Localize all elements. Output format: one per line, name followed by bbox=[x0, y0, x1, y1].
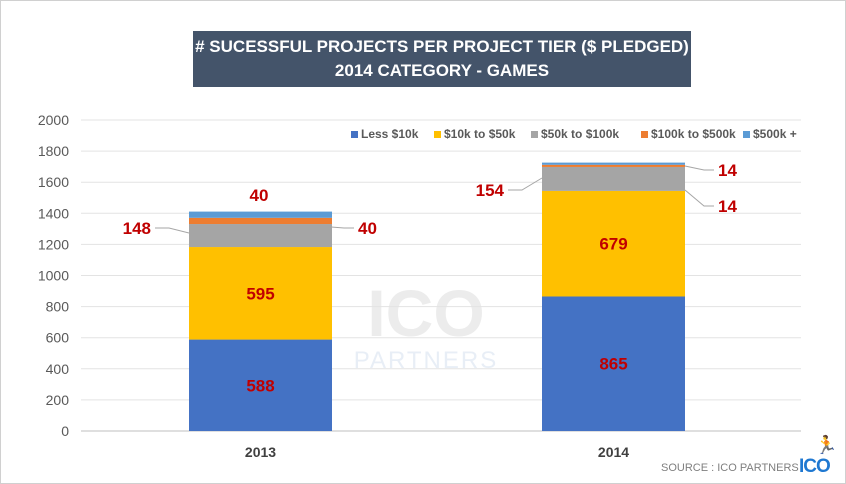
y-tick-label: 1800 bbox=[38, 143, 69, 159]
bar-segment bbox=[542, 296, 685, 431]
x-tick-label: 2014 bbox=[598, 444, 629, 460]
bar-segment bbox=[189, 247, 332, 340]
legend-swatch bbox=[434, 131, 441, 138]
watermark-ico: ICO bbox=[367, 276, 484, 350]
legend-label: $500k + bbox=[753, 127, 797, 141]
legend-swatch bbox=[641, 131, 648, 138]
legend-label: $100k to $500k bbox=[651, 127, 736, 141]
title-line-1: # SUCESSFUL PROJECTS PER PROJECT TIER ($… bbox=[195, 37, 689, 56]
watermark-partners: PARTNERS bbox=[354, 347, 498, 374]
leader-line bbox=[330, 226, 354, 229]
y-tick-label: 800 bbox=[46, 299, 70, 315]
data-label: 154 bbox=[476, 181, 505, 200]
legend-swatch bbox=[531, 131, 538, 138]
bar-segment bbox=[542, 166, 685, 191]
y-tick-label: 1200 bbox=[38, 236, 69, 252]
legend-label: $50k to $100k bbox=[541, 127, 619, 141]
data-label: 14 bbox=[718, 161, 737, 180]
y-tick-label: 2000 bbox=[38, 112, 69, 128]
y-tick-label: 0 bbox=[61, 423, 69, 439]
data-label: 588 bbox=[246, 376, 274, 395]
data-label: 595 bbox=[246, 284, 274, 303]
bar-segment bbox=[189, 211, 332, 218]
y-tick-label: 1600 bbox=[38, 174, 69, 190]
runner-icon: 🏃 bbox=[815, 435, 838, 455]
bar-segment bbox=[189, 339, 332, 431]
leader-line bbox=[684, 189, 714, 207]
bar-segment bbox=[542, 164, 685, 167]
legend-swatch bbox=[743, 131, 750, 138]
bar-segment bbox=[542, 162, 685, 165]
leader-line bbox=[155, 227, 190, 234]
data-label: 40 bbox=[250, 186, 269, 205]
source-text: SOURCE : ICO PARTNERS bbox=[661, 462, 799, 474]
data-label: 148 bbox=[123, 219, 151, 238]
legend-label: $10k to $50k bbox=[444, 127, 516, 141]
legend-label: Less $10k bbox=[361, 127, 419, 141]
y-tick-label: 200 bbox=[46, 392, 70, 408]
data-label: 14 bbox=[718, 197, 737, 216]
legend-swatch bbox=[351, 131, 358, 138]
title-line-2: 2014 CATEGORY - GAMES bbox=[334, 61, 550, 80]
bar-segment bbox=[189, 224, 332, 248]
y-tick-label: 1000 bbox=[38, 268, 69, 284]
data-label: 40 bbox=[358, 219, 377, 238]
y-tick-label: 400 bbox=[46, 361, 70, 377]
bar-segment bbox=[189, 217, 332, 225]
bar-segment bbox=[542, 190, 685, 297]
y-tick-label: 600 bbox=[46, 330, 70, 346]
leader-line bbox=[684, 165, 714, 171]
chart-title: # SUCESSFUL PROJECTS PER PROJECT TIER ($… bbox=[193, 31, 691, 87]
data-label: 865 bbox=[599, 355, 627, 374]
x-tick-label: 2013 bbox=[245, 444, 276, 460]
y-tick-label: 1400 bbox=[38, 205, 69, 221]
ico-logo: ICO bbox=[799, 456, 831, 477]
leader-line bbox=[508, 177, 543, 191]
data-label: 679 bbox=[599, 235, 627, 254]
